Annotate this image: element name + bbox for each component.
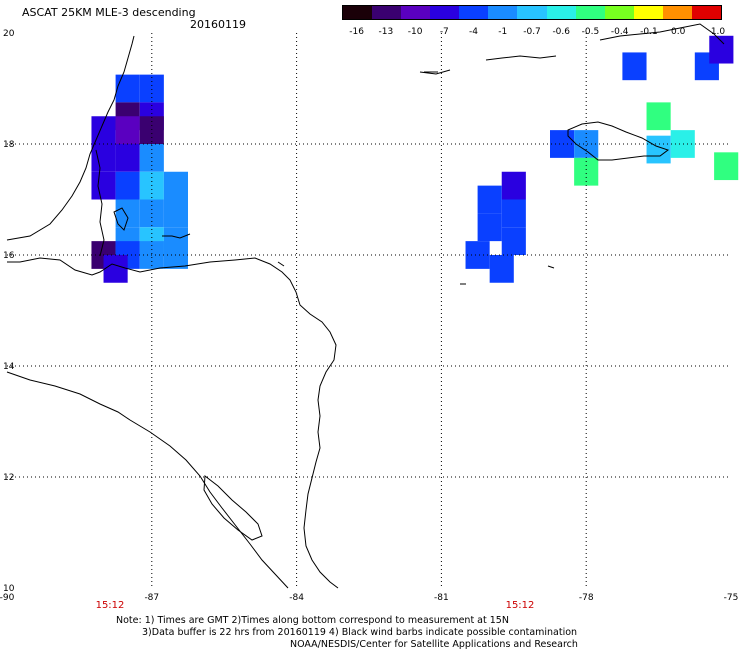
- data-cell: [115, 144, 140, 172]
- colorbar-swatch: [633, 6, 663, 19]
- coastline-segment: [162, 233, 191, 239]
- y-tick-label: 12: [3, 473, 14, 483]
- footnote-line-1: Note: 1) Times are GMT 2)Times along bot…: [116, 615, 509, 626]
- data-cell: [91, 171, 116, 200]
- footnote-line-2: 3)Data buffer is 22 hrs from 20160119 4)…: [142, 627, 578, 638]
- coastline-segment: [277, 261, 555, 285]
- colorbar-swatch: [604, 6, 634, 19]
- colorbar-label: -0.7: [523, 27, 541, 37]
- y-tick-label: 20: [3, 29, 15, 39]
- data-cell: [139, 74, 164, 103]
- coastline-segment: [567, 121, 670, 161]
- x-tick-label: -81: [434, 593, 449, 603]
- data-cell: [670, 130, 695, 158]
- y-tick-label: 10: [3, 584, 15, 594]
- colorbar-swatch: [691, 6, 722, 19]
- time-label-left: 15:12: [96, 600, 125, 611]
- colorbar-label: -1: [498, 27, 507, 37]
- data-cell: [465, 241, 490, 269]
- colorbar-swatch: [459, 6, 489, 19]
- data-cell: [115, 74, 140, 103]
- chart-title: ASCAT 25KM MLE-3 descending: [22, 6, 196, 19]
- data-cell: [489, 255, 514, 283]
- colorbar-swatch: [430, 6, 460, 19]
- coastline-segment: [203, 475, 263, 541]
- colorbar-label: 0.0: [671, 27, 686, 37]
- x-tick-label: -75: [724, 593, 739, 603]
- colorbar-swatch: [401, 6, 431, 19]
- data-cell: [714, 152, 739, 181]
- colorbar-label: -4: [469, 27, 478, 37]
- colorbar-label: -13: [378, 27, 393, 37]
- x-tick-label: -90: [0, 593, 15, 603]
- colorbar-label: -0.1: [640, 27, 658, 37]
- coastline-segment: [113, 207, 129, 231]
- y-tick-label: 16: [3, 251, 15, 261]
- coastline-segment: [7, 257, 339, 589]
- colorbar-label: -16: [349, 27, 364, 37]
- data-cell: [501, 227, 526, 255]
- x-tick-label: -87: [144, 593, 159, 603]
- colorbar-swatch: [488, 6, 518, 19]
- x-tick-label: -84: [289, 593, 304, 603]
- data-cell: [91, 116, 116, 144]
- colorbar-swatch: [517, 6, 547, 19]
- data-cell: [477, 185, 502, 214]
- y-tick-label: 18: [3, 140, 15, 150]
- colorbar: [342, 5, 722, 20]
- y-tick-label: 14: [3, 362, 15, 372]
- data-cell: [622, 52, 647, 81]
- data-cell: [163, 199, 188, 228]
- data-cell: [550, 130, 575, 158]
- colorbar-swatch: [343, 6, 373, 19]
- colorbar-label: -0.4: [611, 27, 629, 37]
- data-cell: [646, 102, 671, 131]
- coastline-segment: [95, 149, 105, 257]
- coastline-segment: [6, 371, 289, 589]
- time-label-right: 15:12: [506, 600, 535, 611]
- chart-date: 20160119: [190, 18, 246, 31]
- colorbar-label: 1.0: [711, 27, 726, 37]
- data-cell: [103, 255, 128, 283]
- colorbar-swatch: [662, 6, 692, 19]
- coastline-segment: [6, 35, 135, 241]
- coastline-segment: [419, 23, 725, 75]
- colorbar-label: -0.5: [582, 27, 600, 37]
- colorbar-label: -10: [408, 27, 423, 37]
- colorbar-swatch: [372, 6, 402, 19]
- data-cell: [91, 144, 116, 172]
- data-cell: [501, 199, 526, 228]
- colorbar-label: -0.6: [552, 27, 570, 37]
- data-cell: [139, 116, 164, 144]
- gridlines: [7, 33, 731, 588]
- data-cell: [115, 116, 140, 144]
- colorbar-label: -7: [440, 27, 449, 37]
- colorbar-swatch: [546, 6, 576, 19]
- data-cell: [709, 35, 734, 64]
- coastlines: [6, 23, 725, 589]
- footnote-line-3: NOAA/NESDIS/Center for Satellite Applica…: [290, 639, 578, 650]
- data-cell: [163, 171, 188, 200]
- colorbar-swatch: [575, 6, 605, 19]
- data-cell: [501, 171, 526, 200]
- x-tick-label: -78: [579, 593, 594, 603]
- data-cell: [477, 213, 502, 242]
- data-cell: [115, 171, 140, 200]
- data-cell: [115, 199, 140, 228]
